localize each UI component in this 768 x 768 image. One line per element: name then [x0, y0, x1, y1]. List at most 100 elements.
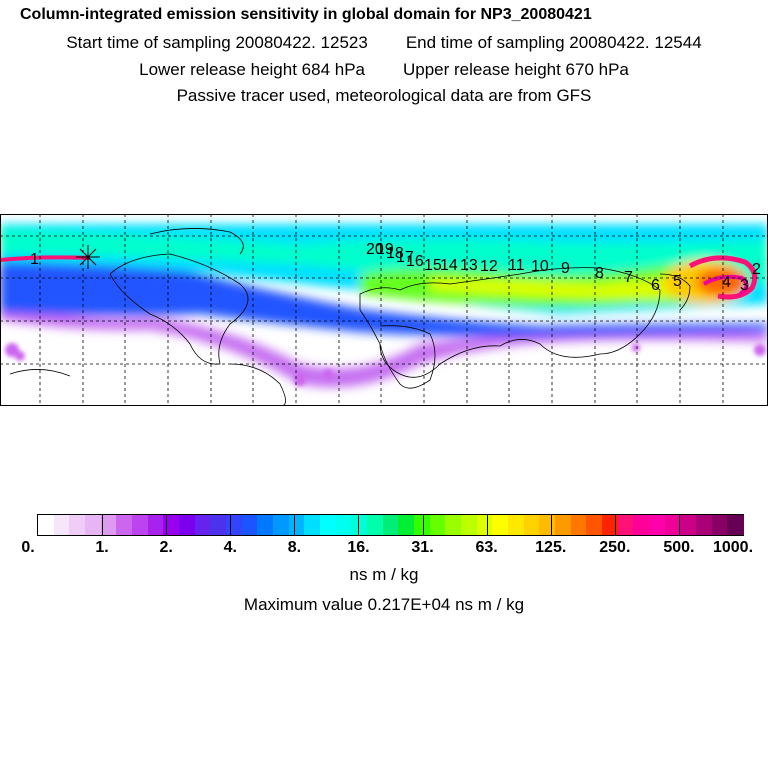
colorbar-tick-label: 250.	[599, 539, 631, 556]
colorbar-tick-label: 4.	[223, 539, 237, 556]
colorbar-swatch	[445, 515, 462, 535]
colorbar-swatch	[304, 515, 321, 535]
colorbar-swatch	[523, 515, 540, 535]
trajectory-label: 2	[752, 261, 761, 278]
colorbar-swatch	[539, 515, 556, 535]
lower-height-text: Lower release height 684 hPa	[139, 60, 365, 79]
colorbar-tick-label: 31.	[411, 539, 434, 556]
trajectory-label: 20	[366, 241, 384, 258]
colorbar-swatch	[163, 515, 180, 535]
release-point-marker	[76, 245, 100, 269]
trajectory-label: 16	[406, 253, 424, 270]
upper-height-text: Upper release height 670 hPa	[403, 60, 629, 79]
graticule	[0, 214, 768, 406]
trajectory-label: 7	[624, 269, 633, 286]
colorbar-swatch	[570, 515, 587, 535]
colorbar-swatch	[288, 515, 305, 535]
colorbar-swatch	[586, 515, 603, 535]
trajectory-label: 15	[424, 257, 442, 274]
colorbar-swatch	[461, 515, 478, 535]
colorbar-swatch	[367, 515, 384, 535]
trajectory-label: 19	[376, 241, 394, 258]
colorbar-divider	[358, 515, 360, 535]
colorbar-tick-label: 500.	[663, 539, 695, 556]
colorbar-tick-label: 1.	[95, 539, 109, 556]
colorbar-divider	[614, 515, 616, 535]
colorbar-swatch	[69, 515, 86, 535]
colorbar-swatch	[398, 515, 415, 535]
colorbar-divider	[294, 515, 296, 535]
colorbar-swatch	[727, 515, 744, 535]
trajectory-label: 4	[722, 274, 731, 291]
colorbar-divider	[422, 515, 424, 535]
trajectory-label: 9	[561, 260, 570, 277]
colorbar-swatch	[351, 515, 368, 535]
sampling-time-line: Start time of sampling 20080422. 12523 En…	[0, 33, 768, 53]
colorbar-swatch	[555, 515, 572, 535]
start-time-text: Start time of sampling 20080422. 12523	[66, 33, 368, 52]
colorbar-tick-label: 8.	[287, 539, 302, 556]
trajectory-label: 13	[460, 257, 478, 274]
end-time-text: End time of sampling 20080422. 12544	[405, 33, 702, 52]
colorbar-swatch	[320, 515, 337, 535]
colorbar-tick-label: 63.	[475, 539, 498, 556]
trajectory-label: 11	[508, 257, 525, 274]
colorbar-divider	[166, 515, 168, 535]
trajectory-label: 17	[396, 249, 414, 266]
colorbar-swatch	[53, 515, 70, 535]
coastlines	[9, 228, 691, 406]
colorbar-swatch	[476, 515, 493, 535]
colorbar-swatch	[226, 515, 243, 535]
trajectory-label: 1	[30, 251, 39, 268]
tracer-info-line: Passive tracer used, meteorological data…	[176, 86, 592, 105]
colorbar-swatch	[602, 515, 619, 535]
colorbar-tick-label: 125.	[535, 539, 567, 556]
sensitivity-field	[0, 214, 768, 406]
colorbar-swatch	[194, 515, 211, 535]
colorbar-tick-label: 2.	[159, 539, 173, 556]
colorbar-swatch	[633, 515, 650, 535]
colorbar-swatch	[429, 515, 446, 535]
colorbar	[37, 514, 744, 536]
colorbar-swatch	[241, 515, 258, 535]
trajectory-label: 10	[531, 258, 549, 275]
colorbar-divider	[230, 515, 232, 535]
colorbar-divider	[678, 515, 680, 535]
trajectory-label: 6	[651, 277, 660, 294]
colorbar-swatch	[210, 515, 227, 535]
colorbar-swatch	[492, 515, 509, 535]
colorbar-tick-label: 16.	[347, 539, 370, 556]
release-height-line: Lower release height 684 hPa Upper releas…	[0, 60, 768, 80]
colorbar-swatch	[696, 515, 713, 535]
colorbar-swatch	[680, 515, 697, 535]
colorbar-swatch	[617, 515, 634, 535]
colorbar-swatch	[711, 515, 728, 535]
colorbar-swatch	[85, 515, 102, 535]
colorbar-swatch	[257, 515, 274, 535]
trajectory-label: 8	[595, 265, 604, 282]
colorbar-divider	[550, 515, 552, 535]
maximum-value-text: Maximum value 0.217E+04 ns m / kg	[243, 595, 525, 614]
colorbar-swatch	[508, 515, 525, 535]
colorbar-tick-label: 0.	[21, 539, 35, 556]
colorbar-swatch	[664, 515, 681, 535]
trajectory-label: 12	[480, 258, 498, 275]
colorbar-swatch	[382, 515, 399, 535]
colorbar-divider	[486, 515, 488, 535]
colorbar-swatch	[147, 515, 164, 535]
trajectory-label: 5	[673, 273, 682, 290]
trajectory-label: 3	[740, 277, 749, 294]
colorbar-swatch	[179, 515, 196, 535]
colorbar-swatch	[116, 515, 133, 535]
colorbar-tick-label: 1000.	[712, 539, 754, 556]
colorbar-swatch	[335, 515, 352, 535]
colorbar-swatch	[132, 515, 149, 535]
trajectory-label: 18	[386, 245, 404, 262]
colorbar-swatch	[414, 515, 431, 535]
colorbar-divider	[102, 515, 104, 535]
colorbar-swatch	[38, 515, 55, 535]
figure-title: Column-integrated emission sensitivity i…	[20, 6, 592, 23]
colorbar-swatch	[273, 515, 290, 535]
